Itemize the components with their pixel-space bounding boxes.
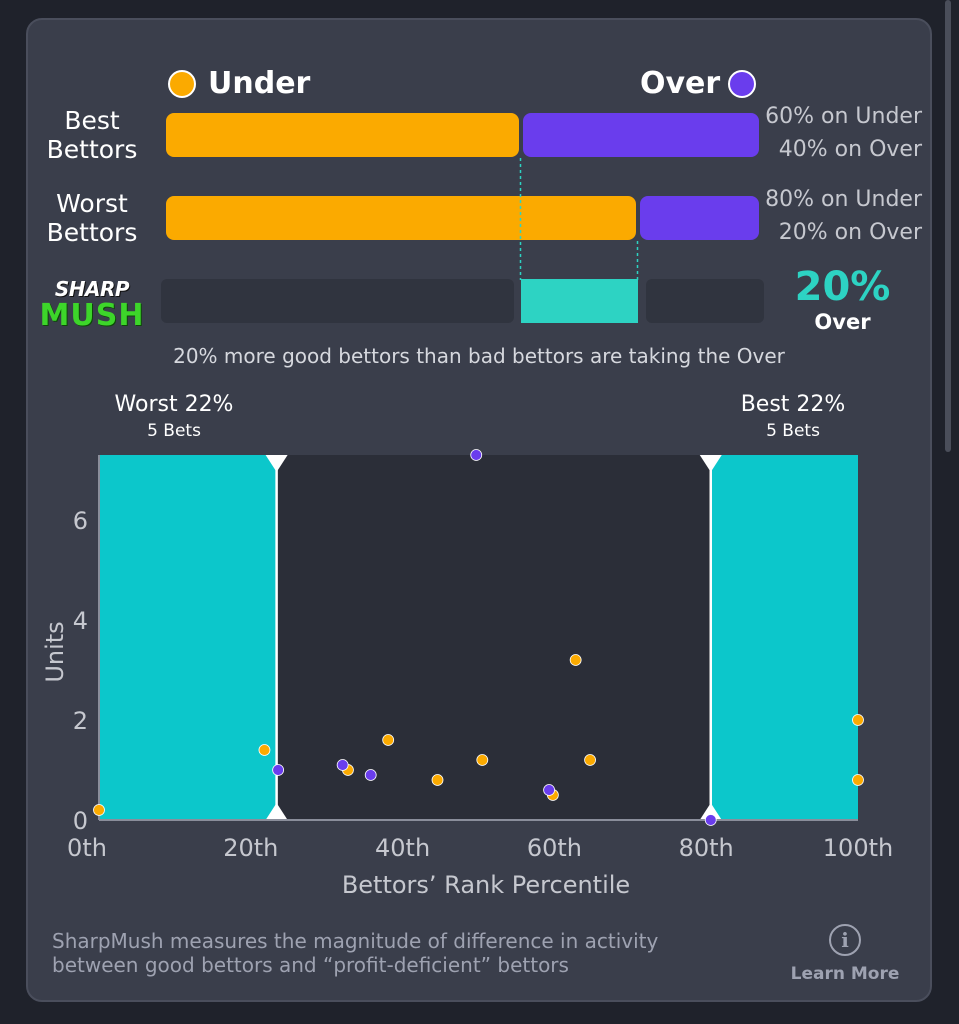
under-point-9 bbox=[852, 714, 864, 726]
under-point-7 bbox=[569, 654, 582, 666]
best-bettors-under-pct: 60% on Under bbox=[765, 104, 922, 129]
under-point-4 bbox=[431, 774, 444, 786]
x-tick-label-100: 100th bbox=[823, 834, 893, 862]
info-icon-glyph: i bbox=[841, 928, 849, 952]
best-bettors-label-line1: Best bbox=[64, 106, 120, 135]
under-legend-dot bbox=[168, 70, 196, 98]
worst-region-title: Worst 22% bbox=[114, 392, 234, 417]
worst-bettors-under-pct: 80% on Under bbox=[765, 187, 922, 212]
sharpmush-caption: 20% more good bettors than bad bettors a… bbox=[173, 344, 785, 368]
footer-description: SharpMush measures the magnitude of diff… bbox=[52, 929, 772, 977]
best-bettors-under-bar bbox=[166, 113, 519, 157]
over-point-4 bbox=[543, 784, 555, 796]
worst-bettors-label: Worst Bettors bbox=[27, 189, 157, 247]
sharpmush-difference-bar bbox=[521, 279, 638, 323]
over-point-0 bbox=[272, 764, 285, 776]
best-region-subtitle: 5 Bets bbox=[766, 421, 820, 441]
best-bettors-pct: 60% on Under 40% on Over bbox=[742, 100, 922, 166]
y-axis-label: Units bbox=[41, 621, 69, 682]
worst-bettors-label-line1: Worst bbox=[56, 189, 128, 218]
info-icon: i bbox=[829, 924, 861, 956]
worst-bettors-pct: 80% on Under 20% on Over bbox=[742, 183, 922, 249]
under-point-0 bbox=[93, 804, 105, 816]
x-axis-label: Bettors’ Rank Percentile bbox=[342, 871, 630, 899]
x-tick-label-60: 60th bbox=[527, 834, 582, 862]
sharpmush-logo-line2: MUSH bbox=[39, 298, 145, 333]
difference-connectors bbox=[519, 158, 639, 280]
region-0 bbox=[99, 455, 277, 820]
under-point-3 bbox=[382, 734, 395, 746]
x-tick-label-80: 80th bbox=[679, 834, 734, 862]
sharpmush-value: 20% bbox=[794, 264, 891, 310]
learn-more-button[interactable]: i Learn More bbox=[788, 924, 902, 990]
scrollbar[interactable] bbox=[945, 0, 951, 452]
x-tick-label-40: 40th bbox=[375, 834, 430, 862]
y-tick-label-2: 2 bbox=[73, 707, 88, 735]
over-point-5 bbox=[704, 814, 717, 826]
under-point-10 bbox=[852, 774, 864, 786]
under-point-8 bbox=[584, 754, 596, 766]
sharpmush-side-label: Over bbox=[814, 310, 871, 334]
learn-more-label: Learn More bbox=[790, 964, 900, 984]
region-top-handle-1 bbox=[699, 455, 722, 472]
region-bottom-handle-0 bbox=[265, 803, 288, 820]
x-tick-label-20: 20th bbox=[223, 834, 278, 862]
over-point-2 bbox=[364, 769, 377, 781]
best-region-title: Best 22% bbox=[740, 392, 846, 417]
sharpmush-logo-line1: SHARP bbox=[54, 277, 130, 301]
worst-bettors-over-pct: 20% on Over bbox=[778, 220, 922, 245]
x-tick-label-0: 0th bbox=[67, 834, 107, 862]
worst-bettors-over-bar bbox=[640, 196, 759, 240]
sharpmush-track-right bbox=[646, 279, 764, 323]
over-legend-label: Over bbox=[640, 66, 721, 101]
sharpmush-logo: SHARP MUSH bbox=[34, 278, 150, 336]
region-top-handle-0 bbox=[265, 455, 288, 472]
y-tick-label-6: 6 bbox=[73, 507, 88, 535]
sharpmush-track-left bbox=[161, 279, 514, 323]
best-bettors-over-pct: 40% on Over bbox=[778, 137, 922, 162]
region-1 bbox=[710, 455, 858, 820]
footer-line2: between good bettors and “profit-deficie… bbox=[52, 953, 569, 977]
y-tick-label-4: 4 bbox=[73, 607, 88, 635]
best-bettors-label: Best Bettors bbox=[27, 106, 157, 164]
under-point-1 bbox=[258, 744, 271, 756]
over-point-3 bbox=[470, 449, 483, 461]
over-point-1 bbox=[336, 759, 349, 771]
y-tick-label-0: 0 bbox=[73, 807, 88, 835]
over-legend-dot bbox=[728, 70, 756, 98]
worst-bettors-under-bar bbox=[166, 196, 636, 240]
worst-region-subtitle: 5 Bets bbox=[147, 421, 201, 441]
footer-line1: SharpMush measures the magnitude of diff… bbox=[52, 929, 659, 953]
under-point-5 bbox=[476, 754, 489, 766]
worst-bettors-label-line2: Bettors bbox=[46, 218, 138, 247]
region-bottom-handle-1 bbox=[699, 803, 722, 820]
best-bettors-label-line2: Bettors bbox=[46, 135, 138, 164]
best-bettors-over-bar bbox=[523, 113, 759, 157]
under-legend-label: Under bbox=[208, 66, 311, 101]
